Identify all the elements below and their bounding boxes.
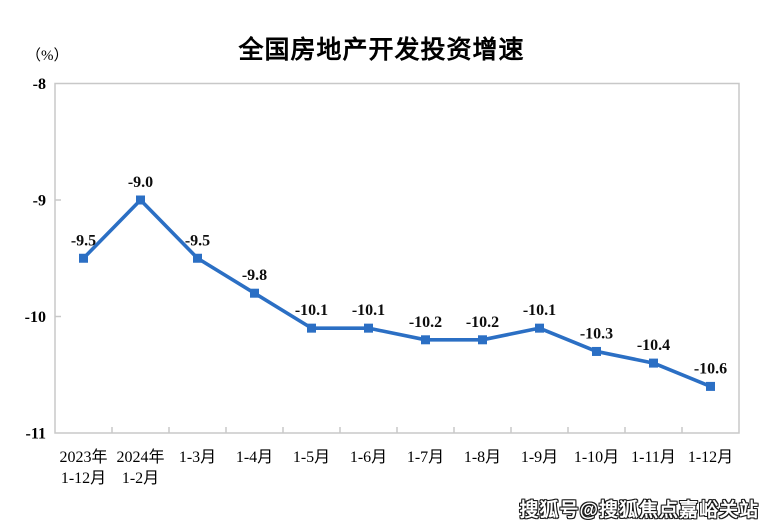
x-axis-category-label: 1-9月 xyxy=(521,449,558,466)
watermark-text: 搜狐号@搜狐焦点嘉峪关站 xyxy=(519,500,759,521)
x-axis-category-label: 1-12月 xyxy=(688,449,733,466)
data-point-marker xyxy=(649,358,658,368)
data-point-label: -10.2 xyxy=(466,314,499,331)
data-point-marker xyxy=(193,253,202,263)
x-axis-category-label: 1-7月 xyxy=(407,449,444,466)
data-point-label: -10.2 xyxy=(409,314,442,331)
y-axis-tick-label: -10 xyxy=(25,309,46,326)
x-axis-category-label: 2023年 1-12月 xyxy=(59,448,107,487)
x-axis-category-label: 2024年 1-2月 xyxy=(116,448,164,487)
x-axis-category-label: 1-10月 xyxy=(574,449,619,466)
data-point-label: -10.3 xyxy=(580,325,613,342)
data-point-label: -9.5 xyxy=(185,232,210,249)
data-point-label: -9.0 xyxy=(128,174,153,191)
data-point-label: -10.1 xyxy=(352,302,385,319)
x-axis-category-label: 1-5月 xyxy=(293,449,330,466)
y-axis-unit-label: （%） xyxy=(26,48,69,64)
data-point-marker xyxy=(421,335,430,345)
data-point-marker xyxy=(79,253,88,263)
data-point-label: -10.1 xyxy=(523,302,556,319)
chart-title: 全国房地产开发投资增速 xyxy=(238,36,525,64)
x-axis-category-label: 1-4月 xyxy=(236,449,273,466)
data-point-marker xyxy=(307,323,316,333)
data-point-label: -10.1 xyxy=(295,302,328,319)
y-axis-tick-label: -8 xyxy=(33,76,46,93)
x-axis-category-label: 1-6月 xyxy=(350,449,387,466)
data-point-label: -10.4 xyxy=(637,337,670,354)
data-point-marker xyxy=(592,346,601,356)
data-point-label: -9.5 xyxy=(71,232,96,249)
data-line xyxy=(81,198,713,389)
x-axis-category-label: 1-11月 xyxy=(631,449,676,466)
plot-border xyxy=(54,82,740,434)
data-point-marker xyxy=(478,335,487,345)
y-axis-tick-label: -9 xyxy=(33,193,46,210)
data-point-label: -9.8 xyxy=(242,267,267,284)
data-point-label: -10.6 xyxy=(694,360,727,377)
data-point-marker xyxy=(250,288,259,298)
data-point-marker xyxy=(706,381,715,391)
y-axis-tick-label: -11 xyxy=(26,426,46,443)
x-axis-category-label: 1-8月 xyxy=(464,449,501,466)
data-point-marker xyxy=(535,323,544,333)
data-point-marker xyxy=(364,323,373,333)
x-axis-category-label: 1-3月 xyxy=(179,449,216,466)
data-point-marker xyxy=(136,195,145,205)
